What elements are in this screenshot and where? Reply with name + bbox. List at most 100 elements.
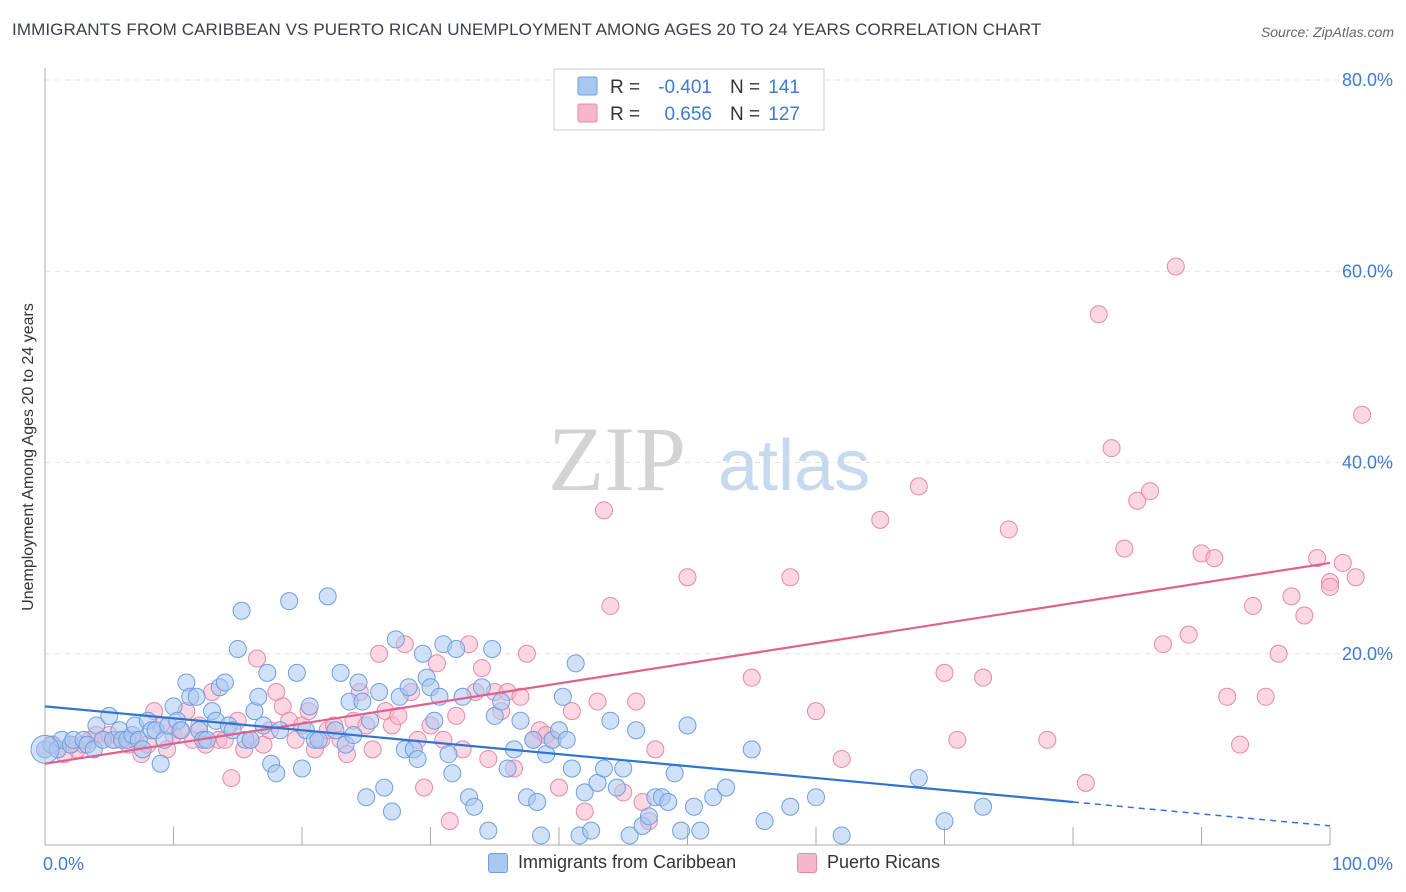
caribbean-point bbox=[287, 663, 306, 682]
puerto-ricans-point bbox=[832, 749, 851, 768]
legend-item-caribbean[interactable]: Immigrants from Caribbean bbox=[488, 852, 736, 873]
caribbean-point bbox=[465, 797, 484, 816]
puerto-ricans-point bbox=[363, 740, 382, 759]
caribbean-point bbox=[582, 821, 601, 840]
puerto-ricans-point bbox=[742, 668, 761, 687]
puerto-ricans-point bbox=[511, 687, 530, 706]
puerto-ricans-point bbox=[807, 702, 825, 721]
caribbean-point bbox=[331, 663, 350, 682]
puerto-ricans-point bbox=[935, 663, 954, 682]
caribbean-point bbox=[326, 721, 345, 740]
legend-label: Puerto Ricans bbox=[827, 852, 941, 872]
puerto-ricans-point bbox=[909, 477, 928, 496]
source-label: Source: ZipAtlas.com bbox=[1260, 24, 1394, 40]
puerto-ricans-point bbox=[1153, 635, 1172, 654]
puerto-ricans-point bbox=[575, 802, 594, 821]
caribbean-point bbox=[318, 587, 337, 606]
caribbean-point bbox=[399, 678, 418, 697]
caribbean-point bbox=[386, 630, 405, 649]
caribbean-point bbox=[607, 778, 626, 797]
caribbean-point bbox=[620, 826, 639, 845]
stats-n-label: N = bbox=[730, 104, 760, 125]
puerto-ricans-point bbox=[1141, 482, 1160, 501]
stats-r-value: -0.401 bbox=[658, 77, 712, 98]
caribbean-point bbox=[832, 826, 851, 845]
puerto-ricans-point bbox=[1321, 577, 1339, 596]
puerto-ricans-point bbox=[1353, 405, 1372, 424]
y-tick-label: 60.0% bbox=[1342, 261, 1393, 281]
puerto-ricans-point bbox=[781, 568, 800, 587]
puerto-ricans-point bbox=[1243, 596, 1262, 615]
caribbean-point bbox=[479, 821, 498, 840]
series-legend: Immigrants from Caribbean Puerto Ricans bbox=[0, 852, 1406, 878]
caribbean-point bbox=[665, 764, 684, 783]
x-tick-label: 0.0% bbox=[43, 854, 84, 874]
y-tick-label: 80.0% bbox=[1342, 70, 1393, 90]
y-tick-labels: 20.0% 40.0% 60.0% 80.0% bbox=[1342, 70, 1393, 664]
puerto-ricans-point bbox=[1076, 773, 1095, 792]
caribbean-point bbox=[382, 802, 401, 821]
stats-legend: R = -0.401 N = 141 R = 0.656 N = 127 bbox=[553, 68, 825, 131]
stats-n-value: 141 bbox=[768, 77, 800, 98]
caribbean-point bbox=[249, 687, 268, 706]
x-tick-label: 100.0% bbox=[1332, 854, 1393, 874]
caribbean-point bbox=[627, 721, 646, 740]
watermark: ZIP atlas bbox=[548, 408, 870, 510]
puerto-ricans-point bbox=[646, 740, 665, 759]
caribbean-point bbox=[755, 812, 774, 831]
caribbean-point bbox=[172, 721, 191, 740]
caribbean-point bbox=[909, 769, 928, 788]
caribbean-point bbox=[267, 764, 286, 783]
caribbean-point bbox=[413, 644, 432, 663]
caribbean-point bbox=[498, 759, 517, 778]
caribbean-point bbox=[30, 734, 60, 764]
caribbean-points bbox=[30, 587, 993, 845]
caribbean-point bbox=[935, 812, 954, 831]
legend-item-puerto-ricans[interactable]: Puerto Ricans bbox=[797, 852, 940, 873]
puerto-ricans-point bbox=[627, 692, 646, 711]
caribbean-point bbox=[293, 759, 311, 778]
caribbean-point bbox=[717, 778, 736, 797]
caribbean-point bbox=[575, 783, 594, 802]
caribbean-point bbox=[447, 639, 466, 658]
caribbean-trend-extension bbox=[1072, 801, 1331, 827]
puerto-ricans-point bbox=[871, 510, 890, 529]
watermark-zip: ZIP bbox=[548, 408, 686, 510]
caribbean-point bbox=[241, 730, 260, 749]
y-tick-label: 40.0% bbox=[1342, 453, 1393, 473]
caribbean-point bbox=[100, 706, 119, 725]
caribbean-point bbox=[562, 759, 581, 778]
caribbean-point bbox=[357, 788, 376, 807]
watermark-atlas: atlas bbox=[718, 426, 870, 506]
caribbean-point bbox=[704, 788, 723, 807]
caribbean-point bbox=[974, 797, 993, 816]
x-tick-labels: 0.0% 100.0% bbox=[43, 854, 1393, 874]
caribbean-point bbox=[553, 687, 572, 706]
puerto-ricans-point bbox=[1128, 491, 1147, 510]
caribbean-trend-line bbox=[44, 705, 1074, 804]
caribbean-point bbox=[781, 797, 800, 816]
caribbean-point bbox=[472, 678, 491, 697]
legend-swatch-pink bbox=[797, 852, 817, 873]
stats-swatch-blue bbox=[577, 76, 598, 96]
puerto-ricans-point bbox=[1179, 625, 1198, 644]
puerto-ricans-point bbox=[440, 812, 459, 831]
legend-swatch-blue bbox=[488, 852, 508, 873]
puerto-ricans-point bbox=[222, 769, 241, 788]
caribbean-point bbox=[659, 792, 678, 811]
caribbean-point bbox=[439, 745, 458, 764]
caribbean-point bbox=[691, 821, 710, 840]
caribbean-point bbox=[215, 673, 234, 692]
stats-n-label: N = bbox=[730, 77, 760, 98]
caribbean-point bbox=[511, 711, 530, 730]
y-axis-label: Unemployment Among Ages 20 to 24 years bbox=[20, 303, 37, 611]
puerto-ricans-point bbox=[1346, 568, 1365, 587]
caribbean-point bbox=[309, 730, 328, 749]
puerto-ricans-point bbox=[999, 520, 1018, 539]
caribbean-point bbox=[532, 826, 551, 845]
grid-lines bbox=[45, 79, 1392, 655]
puerto-ricans-point bbox=[447, 706, 466, 725]
puerto-ricans-point bbox=[974, 668, 993, 687]
caribbean-point bbox=[528, 792, 547, 811]
